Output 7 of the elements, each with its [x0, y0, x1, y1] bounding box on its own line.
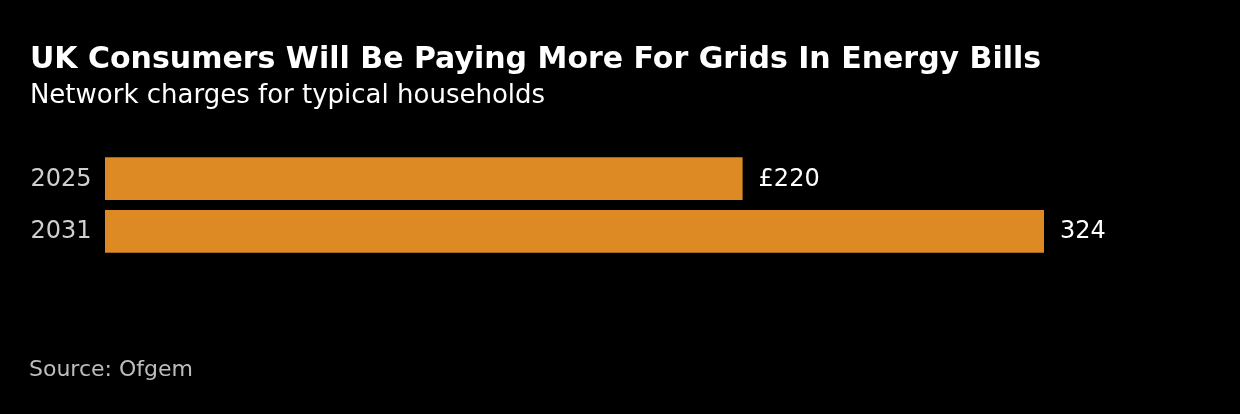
y-tick-label: 2025	[30, 163, 92, 192]
chart-subtitle: Network charges for typical households	[29, 79, 546, 109]
chart-title: UK Consumers Will Be Paying More For Grids In Energy Bills	[29, 40, 1042, 75]
y-tick-label: 2031	[30, 216, 92, 245]
source-note: Source: Ofgem	[29, 356, 193, 381]
data-label: £220	[758, 163, 820, 192]
data-label: 324	[1060, 216, 1106, 245]
